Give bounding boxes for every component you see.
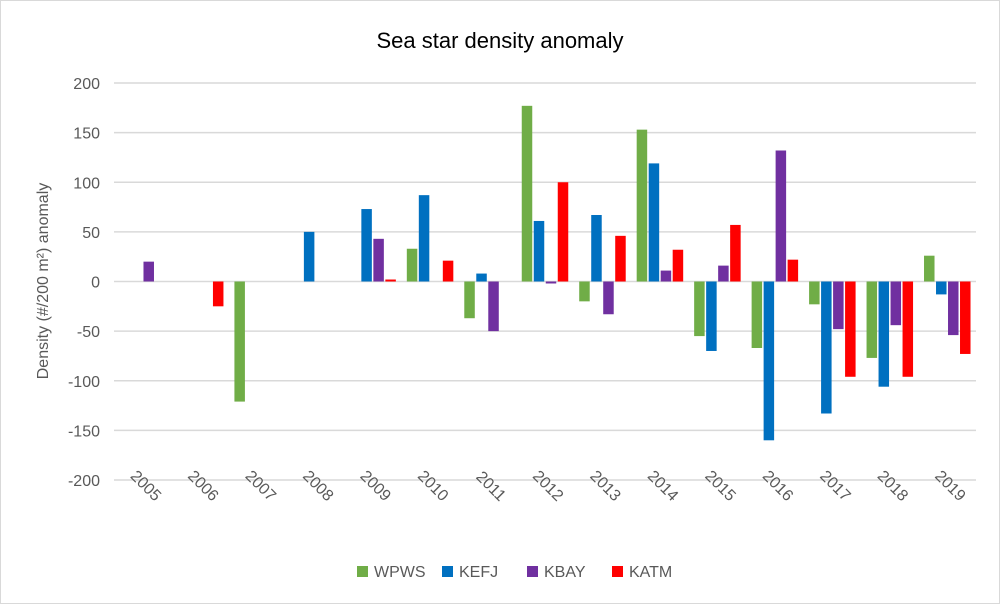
bar-wpws-2016 xyxy=(751,281,763,348)
bar-kefj-2018 xyxy=(878,281,890,387)
bar-wpws-2012 xyxy=(521,105,533,282)
legend-label-katm: KATM xyxy=(629,564,672,581)
y-tick-label: -50 xyxy=(77,324,100,341)
bar-kefj-2010 xyxy=(418,195,430,282)
bar-kefj-2019 xyxy=(936,281,947,295)
bar-katm-2014 xyxy=(672,249,684,282)
chart-title: Sea star density anomaly xyxy=(376,28,623,53)
bar-kbay-2009 xyxy=(373,238,384,282)
bar-kbay-2005 xyxy=(143,261,154,282)
bar-kefj-2016 xyxy=(763,281,775,441)
bar-kefj-2012 xyxy=(533,220,545,282)
bar-kbay-2012 xyxy=(545,281,557,284)
bar-wpws-2011 xyxy=(464,281,475,319)
bar-katm-2016 xyxy=(787,259,799,282)
bar-kbay-2018 xyxy=(890,281,902,326)
bar-wpws-2007 xyxy=(234,281,245,402)
bar-kefj-2013 xyxy=(591,215,602,282)
bar-katm-2013 xyxy=(615,235,626,282)
y-tick-label: -200 xyxy=(68,473,100,490)
legend-swatch-kefj xyxy=(442,566,453,577)
y-axis-label: Density (#/200 m²) anomaly xyxy=(35,183,52,380)
y-tick-label: -100 xyxy=(68,374,100,391)
y-tick-label: 200 xyxy=(73,76,100,93)
bar-kbay-2019 xyxy=(948,281,959,336)
bar-katm-2017 xyxy=(845,281,856,377)
bar-kefj-2009 xyxy=(361,209,372,282)
bar-katm-2010 xyxy=(442,260,454,282)
bar-kefj-2014 xyxy=(648,163,660,282)
legend-label-wpws: WPWS xyxy=(374,564,426,581)
y-tick-label: 100 xyxy=(73,175,100,192)
y-tick-label: 50 xyxy=(82,225,100,242)
bar-wpws-2013 xyxy=(579,281,590,302)
bar-kbay-2014 xyxy=(660,270,672,282)
bar-wpws-2017 xyxy=(809,281,820,305)
bar-katm-2009 xyxy=(385,279,396,282)
legend-label-kbay: KBAY xyxy=(544,564,586,581)
y-tick-label: -150 xyxy=(68,423,100,440)
bar-katm-2015 xyxy=(730,224,741,282)
bar-kbay-2016 xyxy=(775,150,787,282)
bar-kefj-2017 xyxy=(821,281,832,414)
bar-katm-2006 xyxy=(212,281,224,307)
bar-kbay-2015 xyxy=(718,265,729,282)
bar-wpws-2015 xyxy=(694,281,705,337)
bar-wpws-2019 xyxy=(924,255,935,282)
bar-wpws-2014 xyxy=(636,129,648,282)
bar-kefj-2008 xyxy=(303,231,315,282)
bar-katm-2012 xyxy=(557,182,569,282)
legend-label-kefj: KEFJ xyxy=(459,564,498,581)
bar-katm-2019 xyxy=(960,281,971,354)
legend-swatch-wpws xyxy=(357,566,368,577)
y-tick-label: 150 xyxy=(73,126,100,143)
bar-wpws-2010 xyxy=(406,248,418,282)
bar-kbay-2017 xyxy=(833,281,844,330)
bar-kefj-2011 xyxy=(476,273,487,282)
y-tick-label: 0 xyxy=(91,275,100,292)
legend-swatch-katm xyxy=(612,566,623,577)
legend-swatch-kbay xyxy=(527,566,538,577)
bar-kefj-2015 xyxy=(706,281,717,351)
bar-wpws-2018 xyxy=(866,281,878,358)
bar-kbay-2011 xyxy=(488,281,499,332)
bar-kbay-2013 xyxy=(603,281,614,315)
bar-katm-2018 xyxy=(902,281,914,377)
